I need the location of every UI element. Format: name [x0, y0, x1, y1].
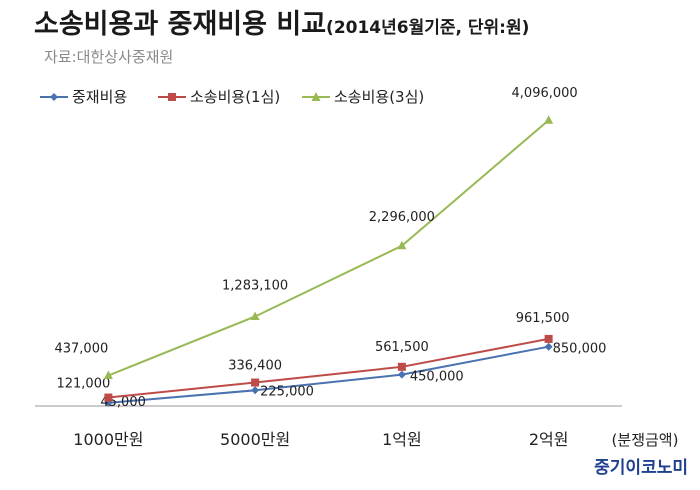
chart-title: 소송비용과 중재비용 비교 [34, 9, 327, 40]
series-line-2 [108, 119, 550, 377]
data-point-triangle [103, 370, 113, 380]
data-label: 437,000 [54, 342, 108, 357]
chart-subtitle: (2014년6월기준, 단위:원) [326, 18, 530, 38]
legend-label: 소송비용(1심) [190, 88, 281, 106]
data-point-square [397, 362, 406, 371]
x-tick-label: 1000만원 [73, 430, 143, 449]
series-line-1 [108, 337, 549, 399]
legend-item-litigation-3rd: 소송비용(3심) [302, 86, 424, 107]
legend-label: 소송비용(3심) [334, 88, 425, 106]
data-label: 121,000 [56, 377, 110, 392]
data-point-square [251, 378, 260, 387]
brand-logo: 중기이코노미 [594, 458, 688, 478]
legend-marker-diamond-icon [40, 92, 68, 101]
chart-title-block: 소송비용과 중재비용 비교(2014년6월기준, 단위:원) [34, 2, 529, 41]
data-label: 561,500 [375, 340, 429, 355]
data-point-diamond [397, 370, 406, 379]
data-label: 4,096,000 [512, 86, 578, 101]
legend-label: 중재비용 [72, 88, 128, 106]
legend-marker-square-icon [158, 92, 186, 101]
series-line-0 [108, 345, 549, 404]
data-label: 225,000 [260, 384, 314, 399]
x-axis-unit-label: (분쟁금액) [612, 431, 679, 449]
data-point-square [544, 334, 553, 343]
data-label: 961,500 [516, 311, 570, 326]
data-label: 336,400 [228, 359, 282, 374]
data-label: 2,296,000 [369, 210, 435, 225]
data-point-triangle [544, 115, 554, 124]
data-point-square [104, 393, 113, 402]
x-tick-label: 1억원 [382, 430, 422, 449]
data-label: 850,000 [553, 342, 607, 357]
legend-item-litigation-1st: 소송비용(1심) [158, 86, 280, 107]
data-label: 450,000 [410, 370, 464, 385]
data-point-triangle [250, 311, 260, 320]
legend-marker-triangle-icon [302, 91, 330, 101]
data-point-diamond [544, 342, 553, 351]
legend-item-arbitration: 중재비용 [40, 86, 127, 107]
data-point-triangle [397, 240, 407, 250]
data-label: 1,283,100 [222, 278, 288, 293]
data-point-diamond [251, 386, 260, 395]
source-note: 자료:대한상사중재원 [44, 48, 174, 66]
x-tick-label: 2억원 [529, 430, 569, 449]
x-tick-label: 5000만원 [220, 430, 290, 449]
